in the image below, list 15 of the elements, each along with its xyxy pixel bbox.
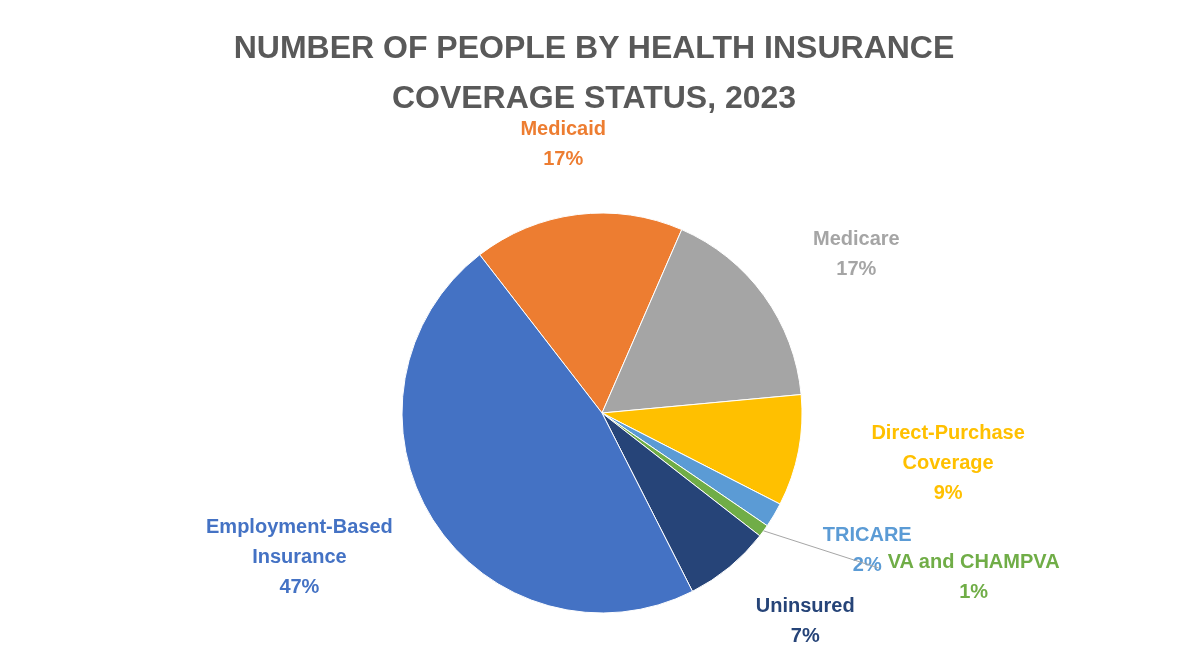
slice-label: VA and CHAMPVA (887, 550, 1060, 573)
slice-label: Medicare (812, 226, 900, 249)
chart-title: NUMBER OF PEOPLE BY HEALTH INSURANCE COVERAGE STATUS, 2023 (233, 29, 955, 115)
slice-label: Direct-Purchase Coverage (871, 421, 1025, 474)
data-label: 1% (959, 580, 989, 603)
slice-label: Uninsured (755, 593, 855, 616)
data-label: 2% (852, 553, 882, 576)
data-label: 47% (279, 574, 320, 597)
data-label: 17% (836, 256, 877, 279)
slice-label: TRICARE (822, 523, 912, 546)
slice-label: Medicaid (520, 117, 606, 140)
data-label: 17% (543, 147, 584, 170)
data-label: 9% (933, 481, 963, 504)
data-label: 7% (790, 623, 820, 646)
slice-label: Employment-Based Insurance (206, 514, 393, 567)
